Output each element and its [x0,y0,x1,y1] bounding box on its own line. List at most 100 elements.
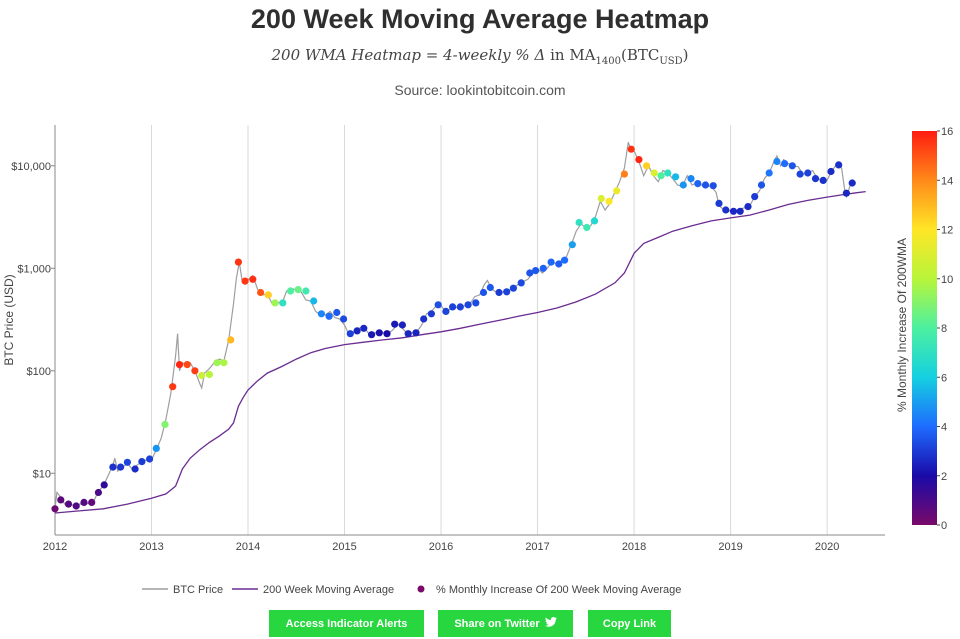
heat-point-62[interactable] [509,284,517,292]
heat-point-30[interactable] [271,299,279,307]
heat-point-68[interactable] [555,260,563,268]
heat-point-102[interactable] [804,169,812,177]
heat-point-38[interactable] [333,308,341,317]
heat-point-60[interactable] [495,288,503,297]
heat-point-24[interactable] [227,336,235,344]
heat-point-89[interactable] [709,182,717,190]
heat-point-42[interactable] [360,324,368,332]
heat-point-101[interactable] [796,170,804,178]
heat-point-43[interactable] [368,331,376,339]
heat-point-48[interactable] [404,330,412,338]
heat-point-19[interactable] [191,367,199,375]
heat-point-4[interactable] [80,498,88,506]
heat-point-2[interactable] [64,500,73,508]
heat-point-13[interactable] [146,455,154,463]
heat-point-57[interactable] [472,299,480,307]
heat-point-90[interactable] [715,199,723,207]
heat-point-65[interactable] [532,267,540,275]
heat-point-50[interactable] [420,315,428,323]
heat-point-55[interactable] [456,303,464,311]
heat-point-106[interactable] [835,161,843,169]
heat-point-83[interactable] [664,169,672,177]
legend-heat-label[interactable]: % Monthly Increase Of 200 Week Moving Av… [436,584,681,596]
heat-point-0[interactable] [51,505,59,513]
heat-point-33[interactable] [294,286,302,294]
heat-point-104[interactable] [819,176,827,184]
heat-point-31[interactable] [279,299,287,307]
heat-point-15[interactable] [161,420,169,428]
heat-point-107[interactable] [842,189,851,197]
legend-btc-price-label[interactable]: BTC Price [173,584,223,596]
heat-point-97[interactable] [765,169,773,177]
heat-point-61[interactable] [503,288,511,296]
heat-point-70[interactable] [568,241,576,249]
heat-point-84[interactable] [672,173,680,181]
heat-point-66[interactable] [539,264,547,272]
heat-point-52[interactable] [434,301,442,309]
heat-point-47[interactable] [398,321,406,329]
heat-point-105[interactable] [827,167,835,176]
heat-point-32[interactable] [286,287,295,295]
heat-point-41[interactable] [353,327,361,335]
heat-point-51[interactable] [427,310,435,318]
heat-point-99[interactable] [781,160,789,168]
heat-point-79[interactable] [635,156,643,164]
heat-point-45[interactable] [383,330,391,338]
heat-point-108[interactable] [848,179,856,187]
heat-point-100[interactable] [788,162,796,170]
heat-point-16[interactable] [169,383,177,391]
heat-point-54[interactable] [449,303,457,311]
heat-point-23[interactable] [220,359,228,367]
heat-point-7[interactable] [100,481,108,489]
heat-point-78[interactable] [627,145,635,153]
legend[interactable]: BTC Price 200 Week Moving Average % Monthl… [142,584,681,596]
heat-point-9[interactable] [117,463,125,471]
share-on-twitter-button[interactable]: Share on Twitter [438,610,573,637]
heat-point-29[interactable] [264,291,272,299]
heat-point-14[interactable] [152,444,160,452]
heat-point-73[interactable] [590,217,599,225]
heat-point-20[interactable] [198,371,206,380]
heat-point-28[interactable] [257,288,265,297]
heat-point-46[interactable] [391,320,399,328]
heat-point-74[interactable] [597,194,605,203]
heat-point-39[interactable] [340,315,348,323]
heat-point-96[interactable] [757,181,766,189]
heat-point-8[interactable] [109,463,117,471]
heat-point-18[interactable] [183,361,191,369]
heat-point-69[interactable] [561,256,569,264]
heat-point-67[interactable] [547,258,555,266]
heat-point-82[interactable] [657,172,665,180]
heat-point-3[interactable] [72,502,80,510]
heat-point-64[interactable] [526,269,534,277]
heat-point-5[interactable] [88,498,96,506]
heat-point-1[interactable] [57,496,65,504]
legend-wma-label[interactable]: 200 Week Moving Average [263,584,394,596]
heat-point-71[interactable] [575,218,583,227]
heat-point-10[interactable] [123,458,131,466]
heat-point-58[interactable] [479,288,488,297]
legend-heat-swatch[interactable] [417,585,425,593]
heat-point-22[interactable] [213,359,221,367]
copy-link-button[interactable]: Copy Link [588,610,671,637]
heat-point-34[interactable] [302,287,310,295]
heat-point-11[interactable] [131,465,139,473]
heat-point-40[interactable] [346,330,354,338]
heat-point-36[interactable] [317,310,325,318]
heat-point-98[interactable] [773,157,781,166]
heat-point-49[interactable] [412,329,420,337]
heat-point-12[interactable] [138,458,146,466]
heat-point-37[interactable] [325,312,333,320]
heat-point-53[interactable] [442,307,450,315]
heat-point-92[interactable] [729,207,738,215]
heat-point-81[interactable] [650,169,658,177]
access-indicator-alerts-button[interactable]: Access Indicator Alerts [269,610,424,637]
heat-point-94[interactable] [744,203,752,211]
heat-point-95[interactable] [751,193,759,201]
heat-point-87[interactable] [694,180,702,188]
heat-point-59[interactable] [486,283,494,292]
heat-point-56[interactable] [464,301,472,309]
heat-point-17[interactable] [175,361,184,369]
heat-point-91[interactable] [722,206,730,214]
heat-point-86[interactable] [687,175,695,183]
